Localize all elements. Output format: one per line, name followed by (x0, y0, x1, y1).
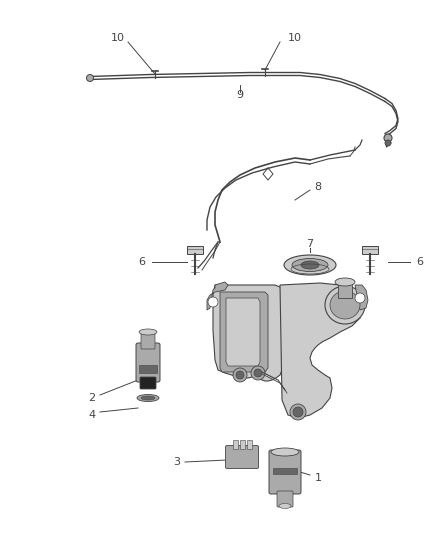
Ellipse shape (292, 259, 328, 271)
FancyBboxPatch shape (269, 450, 301, 494)
Circle shape (384, 134, 392, 142)
Bar (233, 440, 238, 449)
Circle shape (208, 297, 218, 307)
Circle shape (236, 371, 244, 379)
Ellipse shape (141, 396, 155, 400)
Circle shape (86, 75, 93, 82)
Bar (273, 468, 297, 474)
FancyBboxPatch shape (141, 331, 155, 349)
Polygon shape (207, 282, 228, 310)
Circle shape (251, 366, 265, 380)
Ellipse shape (284, 255, 336, 275)
Polygon shape (220, 292, 268, 372)
Polygon shape (213, 285, 282, 381)
Ellipse shape (139, 329, 157, 335)
Bar (247, 440, 252, 449)
Polygon shape (355, 285, 368, 310)
Circle shape (233, 368, 247, 382)
Bar (240, 440, 245, 449)
Ellipse shape (271, 448, 299, 456)
Text: 10: 10 (288, 33, 302, 43)
Ellipse shape (335, 278, 355, 286)
Text: 3: 3 (173, 457, 180, 467)
Text: 2: 2 (88, 393, 95, 403)
Bar (362, 246, 378, 254)
Circle shape (254, 369, 262, 377)
Polygon shape (226, 298, 260, 366)
Bar (139, 365, 157, 373)
FancyBboxPatch shape (136, 343, 160, 382)
Text: 7: 7 (307, 239, 314, 249)
Text: 9: 9 (237, 90, 244, 100)
FancyBboxPatch shape (226, 446, 258, 469)
Text: 4: 4 (88, 410, 95, 420)
Ellipse shape (325, 286, 365, 324)
Text: 8: 8 (314, 182, 321, 192)
Circle shape (385, 140, 391, 146)
FancyBboxPatch shape (277, 491, 293, 507)
Circle shape (355, 293, 365, 303)
Ellipse shape (301, 261, 319, 269)
Text: 1: 1 (314, 473, 321, 483)
Polygon shape (280, 283, 362, 418)
Bar (338, 282, 352, 298)
Ellipse shape (137, 394, 159, 401)
Circle shape (293, 407, 303, 417)
Text: 6: 6 (417, 257, 424, 267)
Circle shape (290, 404, 306, 420)
Text: 10: 10 (111, 33, 125, 43)
Ellipse shape (330, 291, 360, 319)
FancyBboxPatch shape (140, 377, 156, 389)
Text: 5: 5 (251, 335, 258, 345)
Ellipse shape (279, 504, 291, 508)
Bar (187, 246, 203, 254)
Text: 6: 6 (138, 257, 145, 267)
